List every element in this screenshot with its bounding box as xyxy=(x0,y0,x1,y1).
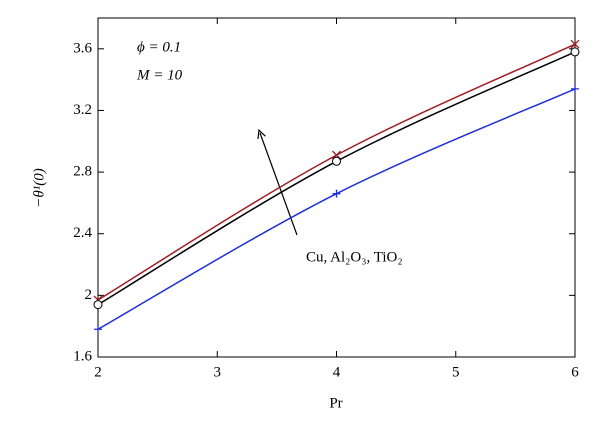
y-tick-label: 2.8 xyxy=(73,164,92,180)
x-tick-label: 5 xyxy=(452,364,460,380)
annotation: M = 10 xyxy=(136,67,183,83)
x-axis-label: Pr xyxy=(329,395,342,411)
x-tick-label: 3 xyxy=(214,364,222,380)
point-marker xyxy=(571,84,579,93)
series-line xyxy=(97,88,576,330)
point-marker xyxy=(332,156,341,166)
arrow xyxy=(260,133,298,236)
annotation: ϕ = 0.1 xyxy=(137,39,181,55)
point-marker xyxy=(332,189,341,198)
y-tick-label: 2.4 xyxy=(73,225,92,241)
series-line xyxy=(97,51,576,306)
y-tick-label: 3.6 xyxy=(73,40,92,56)
x-tick-label: 2 xyxy=(94,364,102,380)
y-tick-label: 3.2 xyxy=(73,102,92,118)
x-tick-label: 4 xyxy=(333,364,341,380)
y-tick-label: 2 xyxy=(85,287,93,303)
x-tick-label: 6 xyxy=(571,364,579,380)
point-marker xyxy=(94,325,102,334)
point-marker xyxy=(570,39,580,49)
annotation: Cu, Al₂O₃, TiO₂ xyxy=(306,249,403,265)
y-axis-label: −θ¹(0) xyxy=(31,168,47,207)
y-tick-label: 1.6 xyxy=(73,348,92,364)
point-marker xyxy=(93,300,103,310)
point-marker xyxy=(570,47,580,57)
